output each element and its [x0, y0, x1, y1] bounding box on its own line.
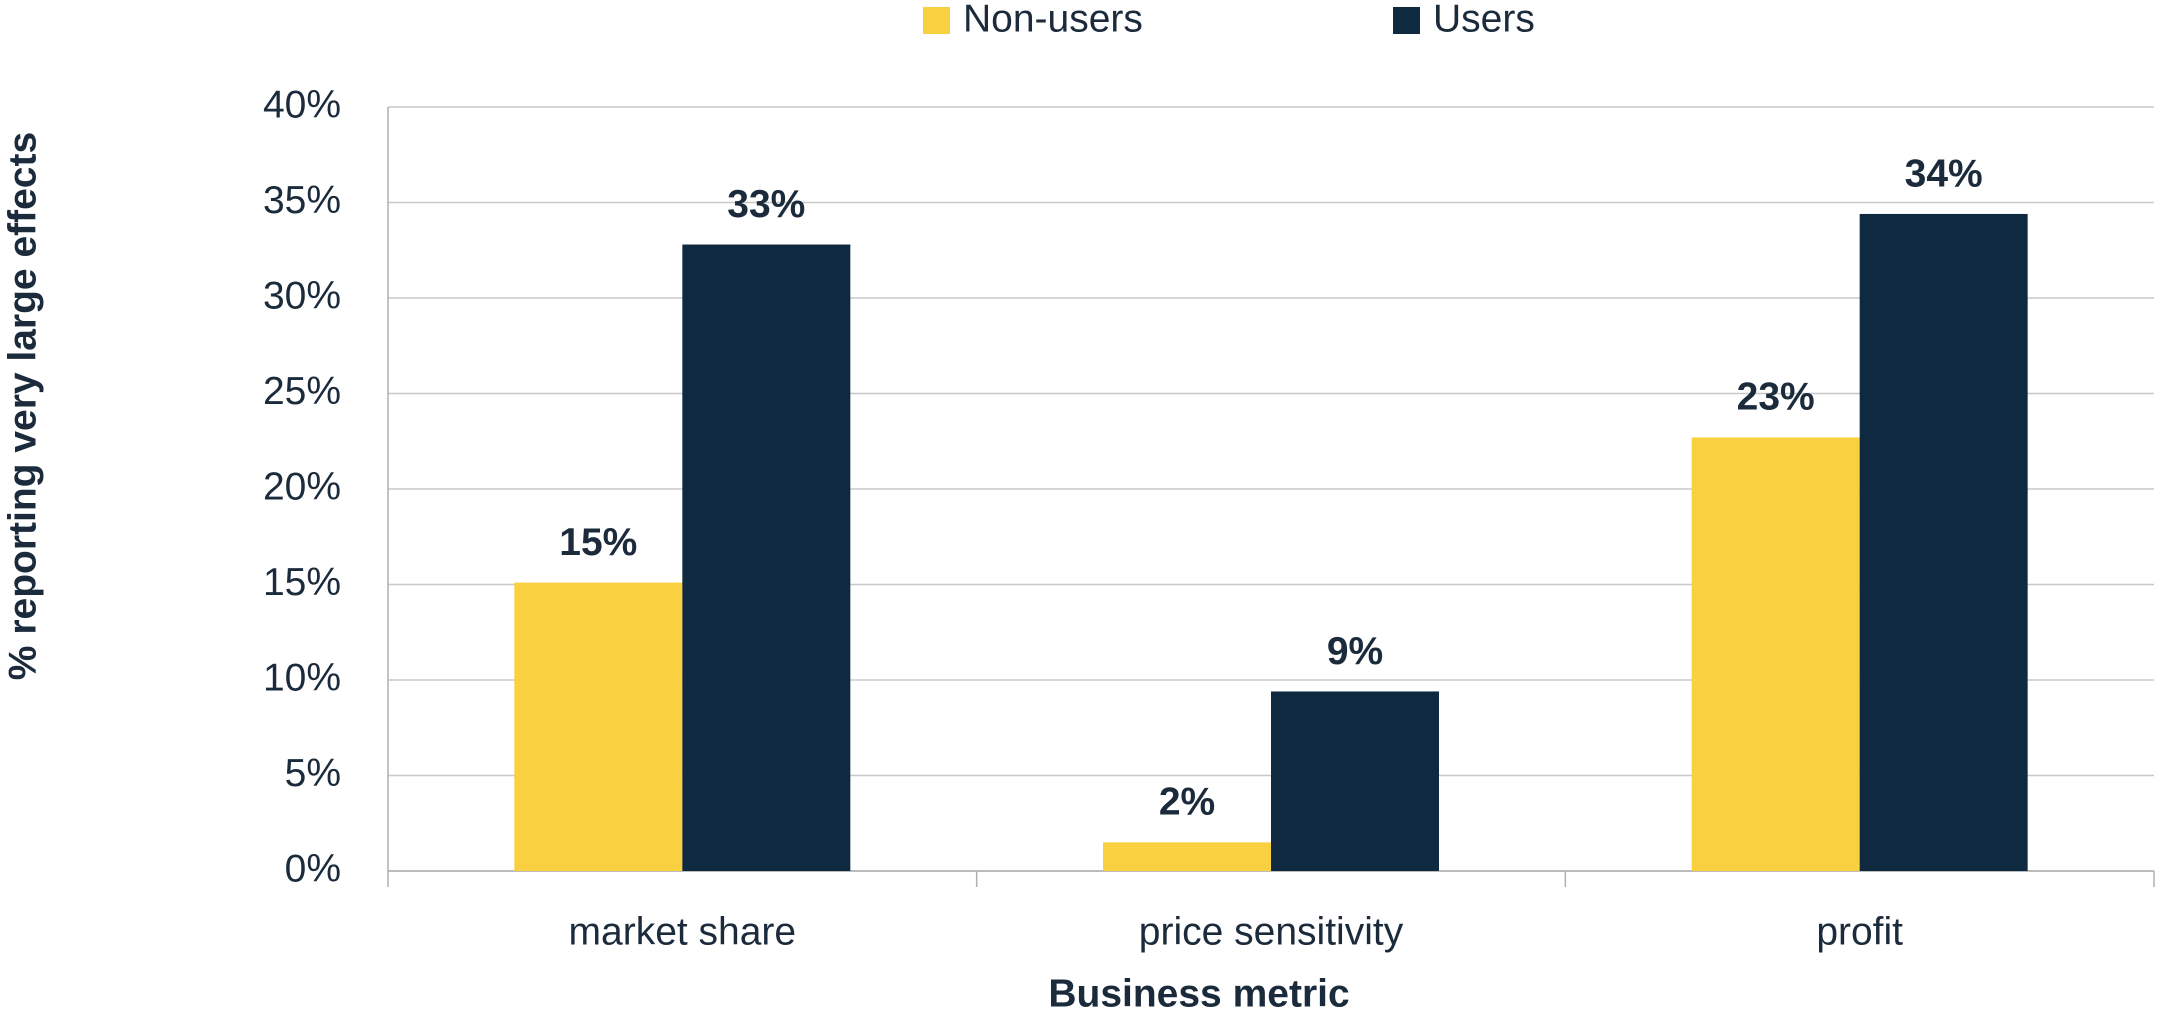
legend-swatch: [1393, 7, 1420, 34]
y-tick-label: 0%: [285, 847, 341, 890]
x-tick-label: profit: [1816, 910, 1903, 953]
x-tick-label: price sensitivity: [1139, 910, 1404, 953]
y-tick-label: 30%: [263, 274, 341, 317]
legend-label: Users: [1433, 0, 1535, 40]
value-label: 23%: [1737, 376, 1815, 419]
value-label: 2%: [1159, 781, 1215, 824]
y-tick-label: 25%: [263, 370, 341, 413]
legend-swatch: [923, 7, 950, 34]
y-tick-label: 5%: [285, 752, 341, 795]
value-label: 15%: [559, 521, 637, 564]
x-tick-label: market share: [569, 910, 797, 953]
value-label: 34%: [1905, 152, 1983, 195]
bar: [1271, 691, 1439, 871]
bar: [1859, 213, 2028, 871]
legend-label: Non-users: [963, 0, 1143, 40]
value-label: 33%: [727, 183, 805, 226]
y-tick-label: 40%: [263, 83, 341, 126]
bar: [1103, 842, 1271, 871]
y-axis-title: % reporting very large effects: [1, 132, 44, 680]
y-tick-label: 10%: [263, 656, 341, 699]
bar: [514, 582, 683, 871]
y-tick-label: 15%: [263, 561, 341, 604]
bar: [682, 244, 851, 871]
bar: [1691, 437, 1860, 871]
value-label: 9%: [1327, 630, 1383, 673]
y-tick-label: 20%: [263, 465, 341, 508]
y-tick-label: 35%: [263, 179, 341, 222]
x-axis-title: Business metric: [1048, 972, 1349, 1015]
